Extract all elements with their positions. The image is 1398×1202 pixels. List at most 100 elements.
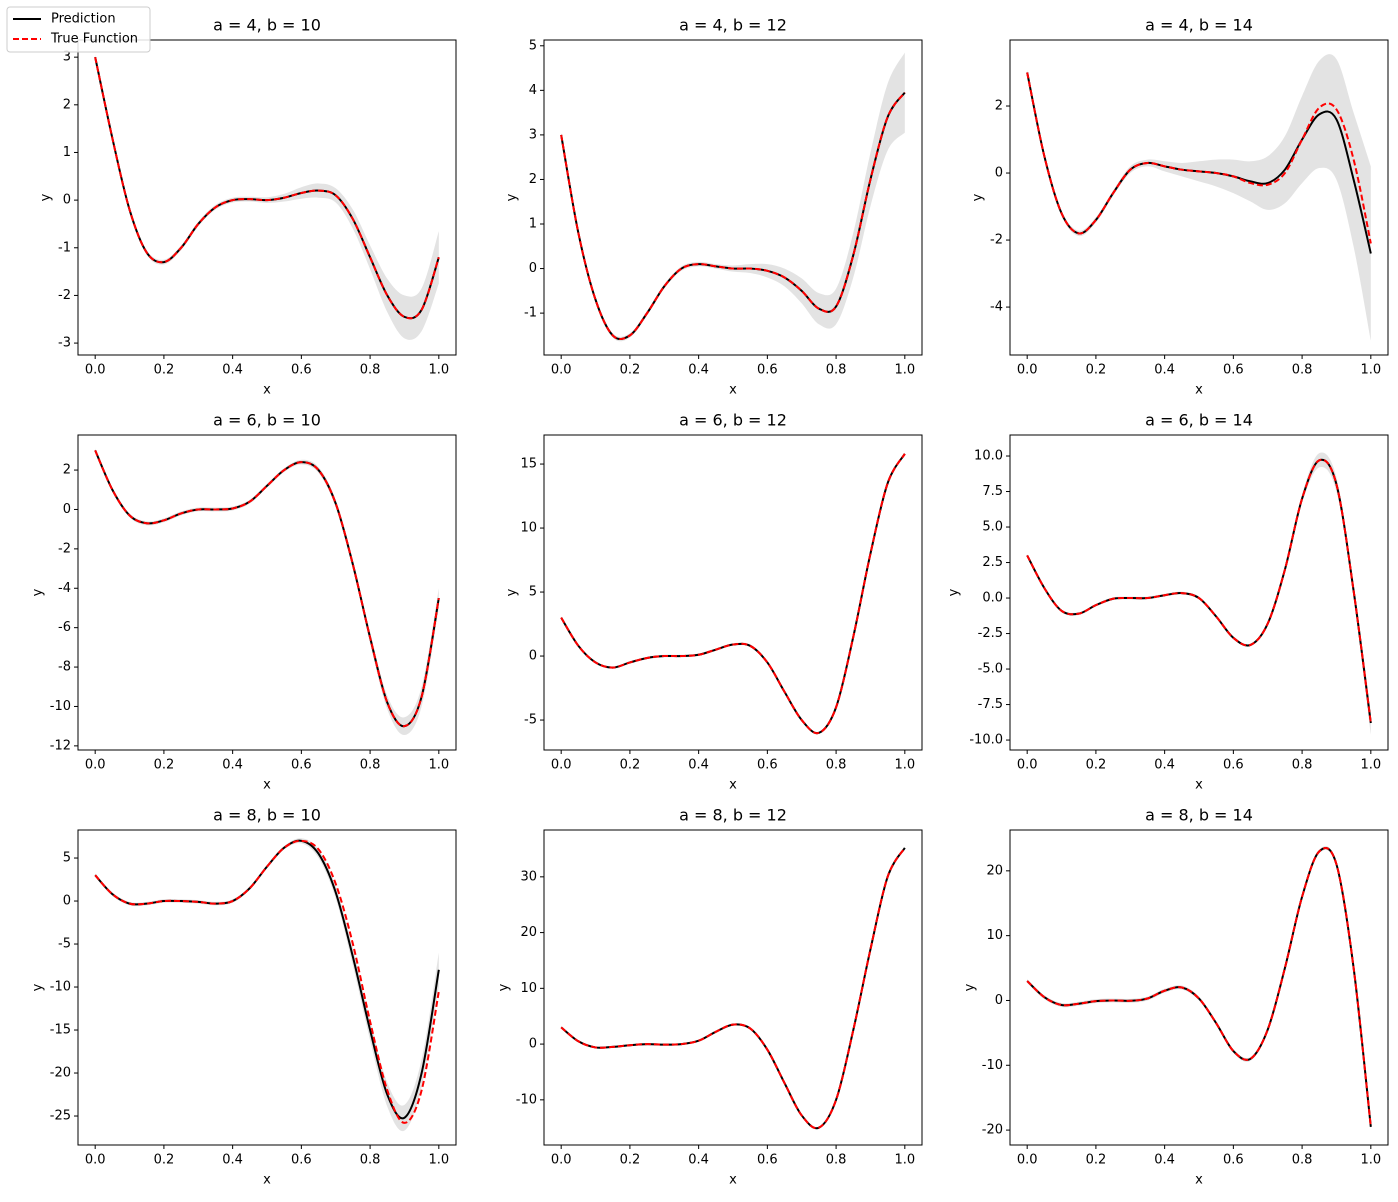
x-tick-label: 0.8 xyxy=(1292,1153,1313,1168)
x-tick-label: 1.0 xyxy=(894,758,915,773)
y-axis-label: y xyxy=(505,193,520,201)
confidence-band xyxy=(95,448,439,736)
x-tick-label: 0.2 xyxy=(620,363,641,378)
y-tick-label: -8 xyxy=(58,660,71,675)
chart-title: a = 6, b = 14 xyxy=(1145,411,1253,430)
legend-label: True Function xyxy=(50,32,138,47)
y-tick-label: -15 xyxy=(50,1023,71,1038)
x-axis-label: x xyxy=(1195,778,1203,793)
series-line xyxy=(560,847,906,1130)
y-tick-label: 10.0 xyxy=(974,449,1003,464)
y-tick-label: 2 xyxy=(63,463,71,478)
x-tick-label: 1.0 xyxy=(894,363,915,378)
y-axis-label: y xyxy=(947,588,962,596)
y-tick-label: 3 xyxy=(63,50,71,65)
legend-box xyxy=(6,6,151,53)
x-tick-label: 0.2 xyxy=(1086,758,1107,773)
y-tick-label: 0 xyxy=(995,166,1003,181)
y-axis-label: y xyxy=(31,588,46,596)
plot-frame xyxy=(1009,39,1389,356)
y-tick-label: 3 xyxy=(529,127,537,142)
y-tick-label: 0.0 xyxy=(982,591,1003,606)
y-tick-label: 0 xyxy=(63,193,71,208)
y-axis-label: y xyxy=(971,193,986,201)
series-line xyxy=(94,839,440,1124)
x-tick-label: 0.2 xyxy=(620,1153,641,1168)
plot-frame xyxy=(543,434,923,751)
y-tick-label: -7.5 xyxy=(978,697,1003,712)
x-tick-label: 0.6 xyxy=(291,363,312,378)
x-tick-label: 0.4 xyxy=(688,758,709,773)
y-tick-label: 1 xyxy=(529,217,537,232)
subplot: 0.0 0.2 0.4 0.6 0.8 1.0 -3 -2 -1 0 1 2 3 a = 4, b = 1… xyxy=(39,16,457,398)
y-tick-label: 0 xyxy=(529,1037,537,1052)
x-tick-label: 0.0 xyxy=(551,1153,572,1168)
confidence-band xyxy=(561,846,905,1130)
y-tick-label: -12 xyxy=(50,738,71,753)
subplot: 0.0 0.2 0.4 0.6 0.8 1.0 -12 -10 -8 -6 -4 -2 0 2 a = 6,… xyxy=(31,411,457,793)
plot-frame xyxy=(1009,829,1389,1146)
y-tick-label: 2.5 xyxy=(982,555,1003,570)
x-axis-label: x xyxy=(263,778,271,793)
x-axis-label: x xyxy=(729,383,737,398)
y-tick-label: 0 xyxy=(529,261,537,276)
x-tick-label: 0.4 xyxy=(1154,363,1175,378)
chart-title: a = 4, b = 14 xyxy=(1145,16,1253,35)
series-line xyxy=(94,449,440,728)
x-axis-label: x xyxy=(729,778,737,793)
confidence-band xyxy=(95,838,439,1132)
y-tick-label: 4 xyxy=(529,83,537,98)
x-tick-label: 0.6 xyxy=(1223,758,1244,773)
series-line xyxy=(94,449,440,728)
series-line xyxy=(94,56,440,320)
x-tick-label: 0.2 xyxy=(154,1153,175,1168)
x-tick-label: 0.6 xyxy=(291,1153,312,1168)
y-tick-label: 0 xyxy=(995,993,1003,1008)
series-line xyxy=(560,453,906,735)
plot-frame xyxy=(1009,434,1389,751)
legend: Prediction True Function xyxy=(6,6,151,53)
plot-frame xyxy=(543,829,923,1146)
y-tick-label: 20 xyxy=(986,863,1003,878)
confidence-band xyxy=(1027,452,1371,735)
y-tick-label: 30 xyxy=(520,869,537,884)
x-tick-label: 1.0 xyxy=(1360,363,1381,378)
legend-label: Prediction xyxy=(51,12,116,27)
series-line xyxy=(560,847,906,1130)
x-tick-label: 0.0 xyxy=(1017,758,1038,773)
y-tick-label: -3 xyxy=(58,336,71,351)
x-tick-label: 0.8 xyxy=(1292,758,1313,773)
y-tick-label: 5.0 xyxy=(982,520,1003,535)
y-tick-label: -4 xyxy=(58,581,71,596)
y-tick-label: 2 xyxy=(995,99,1003,114)
x-tick-label: 1.0 xyxy=(1360,758,1381,773)
confidence-band xyxy=(1027,54,1371,341)
subplot: 0.0 0.2 0.4 0.6 0.8 1.0 -5 0 5 10 15 a = 6, b = 12 x… xyxy=(505,411,923,793)
x-tick-label: 0.4 xyxy=(1154,758,1175,773)
x-tick-label: 0.6 xyxy=(757,758,778,773)
y-tick-label: -2 xyxy=(58,288,71,303)
y-tick-label: -10 xyxy=(50,980,71,995)
subplot: 0.0 0.2 0.4 0.6 0.8 1.0 -25 -20 -15 -10 -5 0 5 a = 8,… xyxy=(31,806,457,1188)
y-tick-label: -1 xyxy=(524,306,537,321)
y-axis-label: y xyxy=(31,983,46,991)
y-tick-label: 0 xyxy=(529,649,537,664)
y-axis-label: y xyxy=(963,983,978,991)
chart-title: a = 8, b = 12 xyxy=(679,806,787,825)
x-axis-label: x xyxy=(263,1173,271,1188)
series-line xyxy=(94,839,440,1120)
x-tick-label: 0.8 xyxy=(360,758,381,773)
x-axis-label: x xyxy=(729,1173,737,1188)
y-tick-label: -10 xyxy=(982,1058,1003,1073)
y-tick-label: -20 xyxy=(50,1066,71,1081)
y-tick-label: -5.0 xyxy=(978,662,1003,677)
subplot: 0.0 0.2 0.4 0.6 0.8 1.0 -10 0 10 20 30 a = 8, b = 1… xyxy=(497,806,923,1188)
series-line xyxy=(1026,847,1372,1127)
confidence-band xyxy=(1027,846,1371,1129)
y-tick-label: 5 xyxy=(529,585,537,600)
y-tick-label: 2 xyxy=(529,172,537,187)
x-tick-label: 1.0 xyxy=(428,758,449,773)
series-line xyxy=(560,91,906,341)
y-tick-label: 5 xyxy=(63,851,71,866)
x-tick-label: 0.6 xyxy=(1223,363,1244,378)
